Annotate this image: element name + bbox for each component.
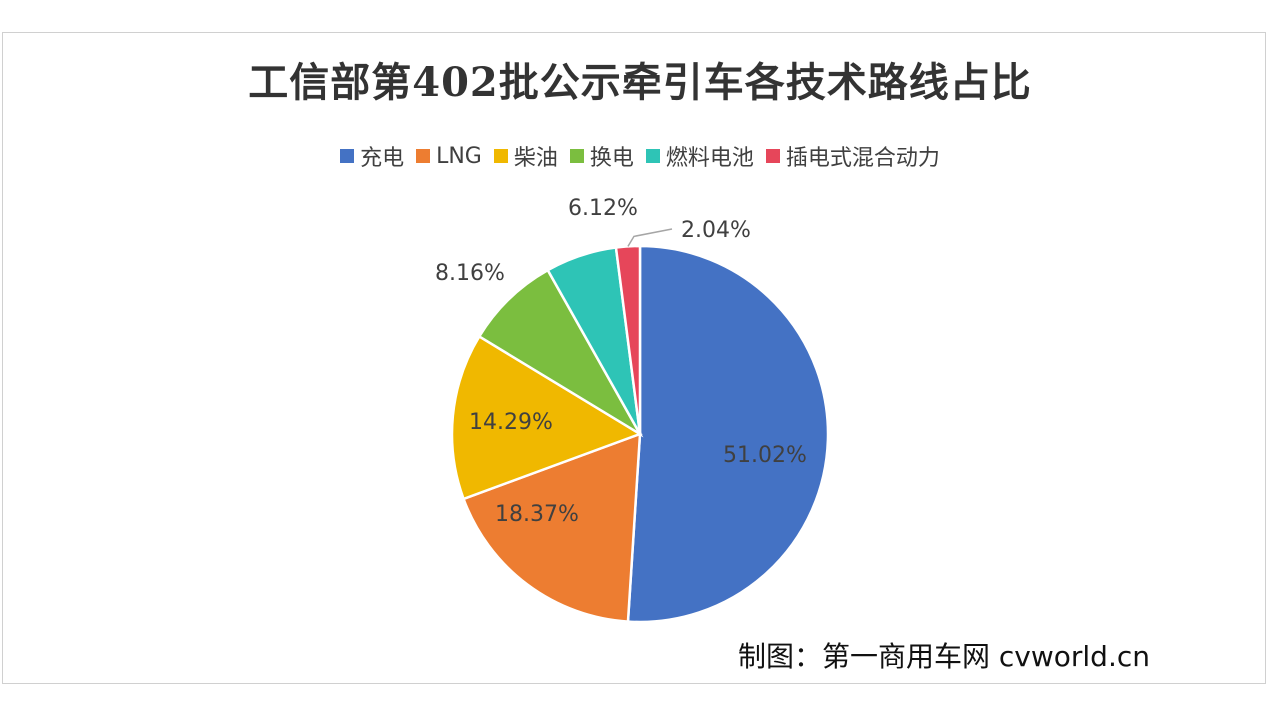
legend-swatch — [416, 149, 431, 163]
legend-item: 柴油 — [493, 140, 558, 172]
pie-slice — [626, 244, 830, 624]
leader-line — [627, 228, 673, 247]
data-label: 2.04% — [681, 218, 751, 243]
legend-swatch — [493, 149, 508, 163]
legend-item: 换电 — [569, 140, 634, 172]
legend-swatch — [645, 149, 660, 163]
legend-item: 插电式混合动力 — [765, 140, 940, 172]
legend-swatch — [569, 149, 584, 163]
legend: 充电 LNG 柴油 换电 燃料电池 插电式混合动力 — [0, 140, 1280, 172]
legend-label: 燃料电池 — [665, 146, 754, 171]
chart-credit: 制图：第一商用车网 cvworld.cn — [737, 640, 1150, 673]
legend-item: 燃料电池 — [645, 140, 754, 172]
legend-label: LNG — [436, 143, 482, 169]
pie-slice — [477, 268, 644, 438]
legend-label: 换电 — [589, 146, 634, 171]
legend-label: 充电 — [360, 146, 405, 171]
legend-swatch — [340, 149, 355, 163]
data-label: 51.02% — [723, 443, 807, 468]
legend-item: LNG — [416, 144, 482, 169]
data-label: 8.16% — [435, 261, 505, 286]
legend-label: 插电式混合动力 — [785, 146, 940, 171]
legend-swatch — [765, 149, 780, 163]
data-label: 6.12% — [568, 196, 638, 221]
legend-label: 柴油 — [513, 146, 558, 171]
data-label: 14.29% — [469, 410, 553, 435]
pie-slice — [461, 432, 642, 623]
legend-item: 充电 — [340, 140, 404, 172]
data-label: 18.37% — [495, 502, 579, 527]
pie-slice — [450, 334, 643, 501]
chart-title: 工信部第402批公示牵引车各技术路线占比 — [248, 59, 1032, 106]
